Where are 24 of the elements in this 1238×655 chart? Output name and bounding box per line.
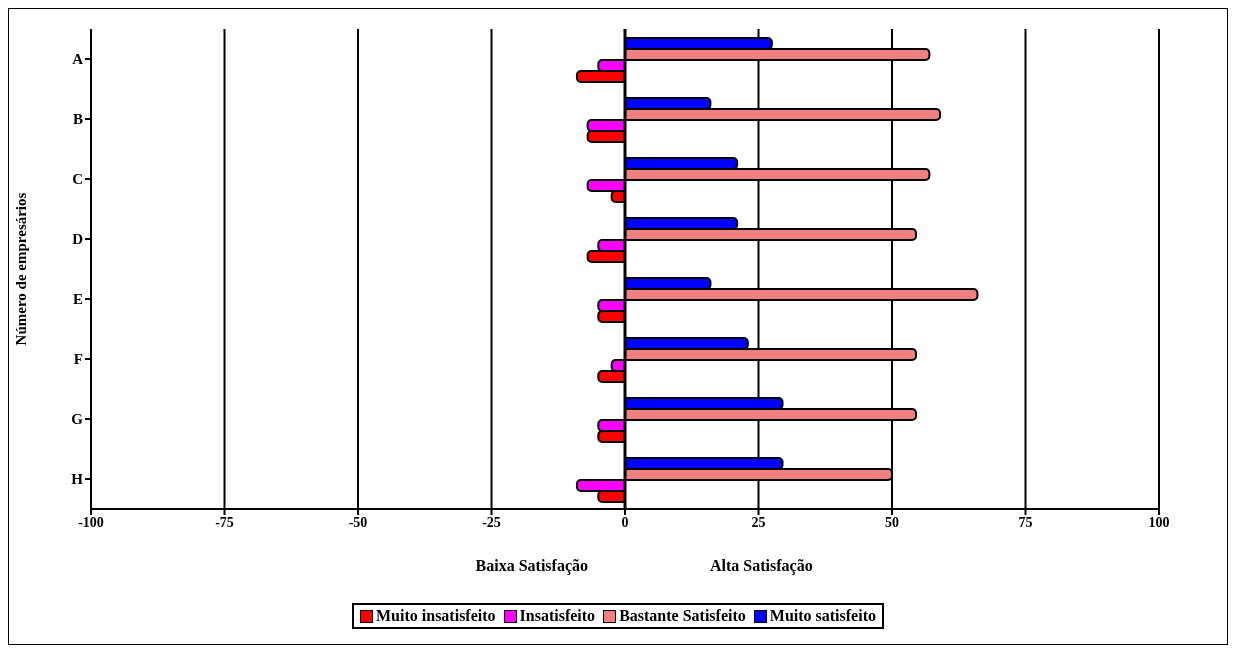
text: Alta Satisfação	[710, 557, 813, 575]
y-axis-title: Número de empresários	[13, 192, 30, 346]
legend-label: Muito satisfeito	[768, 607, 876, 625]
x-tick-label: -25	[482, 514, 501, 530]
y-tick-label: B	[72, 111, 83, 128]
x-tick-label: 0	[621, 514, 629, 530]
text: Baixa Satisfação	[475, 557, 588, 575]
y-tick-label: H	[71, 471, 84, 488]
x-tick-label: -100	[78, 514, 104, 530]
x-tick-label: 100	[1148, 514, 1170, 530]
y-tick-label: A	[72, 51, 84, 68]
legend-label: Insatisfeito	[518, 607, 596, 625]
x-tick-label: 50	[885, 514, 899, 530]
legend-label: Muito insatisfeito	[375, 607, 496, 625]
x-tick-label: -75	[215, 514, 234, 530]
y-tick-label: D	[72, 231, 84, 248]
y-tick-label: C	[72, 171, 83, 188]
y-tick-label: E	[72, 291, 83, 308]
x-tick-label: -50	[348, 514, 368, 530]
legend-label: Bastante Satisfeito	[618, 607, 746, 625]
y-tick-label: F	[73, 351, 83, 368]
x-tick-label: 75	[1018, 514, 1033, 530]
x-tick-label: 25	[751, 514, 766, 530]
y-tick-label: G	[71, 411, 84, 428]
